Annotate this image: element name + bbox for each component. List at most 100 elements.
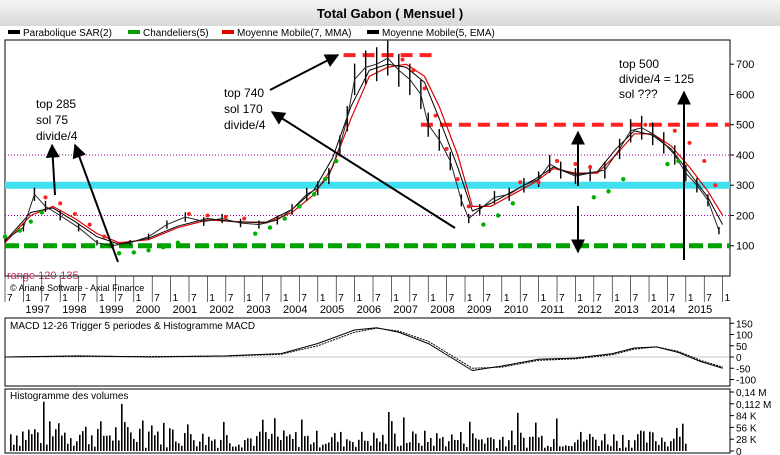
macd-y-tick-label-0: 150 [736, 319, 753, 330]
sar-green-dot-2-6 [334, 158, 339, 164]
volume-bar [265, 432, 267, 451]
volume-bar [61, 435, 63, 451]
range-annotation: range 120-135 [7, 270, 79, 282]
volume-bar [319, 447, 321, 451]
month-label-0: 1 [25, 293, 31, 304]
month-label-7: 7 [117, 293, 123, 304]
volume-bar [28, 429, 30, 451]
sar-red-dot-2-5 [444, 146, 449, 151]
legend-item-ema: Moyenne Mobile(5, EMA) [382, 28, 495, 39]
volume-bar [340, 431, 342, 451]
volume-bar [76, 441, 78, 451]
volume-bar [16, 435, 18, 451]
macd-line [4, 327, 723, 372]
volume-bar [376, 438, 378, 451]
volume-bar [325, 443, 327, 451]
volume-bar [610, 446, 612, 451]
sar-green-dot-2-2 [282, 216, 287, 221]
volume-bar [346, 439, 348, 451]
month-label-38: 1 [725, 293, 731, 304]
volume-bar [574, 442, 576, 451]
volume-bar [358, 439, 360, 451]
macd-y-tick-label-1: 100 [736, 331, 753, 342]
volume-bar [100, 421, 102, 451]
volume-bar [448, 441, 450, 451]
sar-red-dot-4-2 [588, 165, 593, 170]
volume-bar [526, 447, 528, 451]
vol-y-tick-label-0: 0,14 M [736, 388, 767, 399]
arrow-left-diag [72, 143, 119, 263]
volume-bar [10, 434, 12, 451]
vol-y-tick-label-2: 84 K [736, 412, 757, 423]
volume-bar [202, 433, 204, 451]
volume-bar [196, 446, 198, 451]
volume-bar [118, 440, 120, 451]
volume-bar [124, 422, 126, 451]
volume-bar [592, 436, 594, 451]
volume-bar [559, 446, 561, 451]
volume-bar [469, 421, 471, 451]
volume-bar [394, 433, 396, 451]
sar-green-dot-2-0 [253, 231, 258, 236]
sar-red-dot-0-1 [58, 201, 63, 206]
volume-bar [229, 443, 231, 451]
volume-bar [238, 444, 240, 451]
volume-bar [244, 440, 246, 451]
volume-bar [604, 433, 606, 451]
volume-bar [502, 436, 504, 451]
volume-bar [445, 446, 447, 451]
volume-bar [508, 440, 510, 451]
volume-bar [679, 436, 681, 451]
month-label-25: 7 [449, 293, 455, 304]
volume-bar [451, 434, 453, 451]
macd-y-tick-label-2: 50 [736, 342, 748, 353]
volume-bar [643, 431, 645, 451]
volume-bar [568, 445, 570, 451]
volume-bar [328, 442, 330, 451]
volume-bar [349, 440, 351, 451]
volume-bar [388, 412, 390, 451]
volume-bar [580, 431, 582, 451]
volume-bar [322, 444, 324, 451]
volume-bar [337, 441, 339, 451]
volume-bar [199, 441, 201, 451]
volume-bars [10, 401, 687, 451]
volume-bar [505, 446, 507, 451]
month-label-32: 1 [614, 293, 620, 304]
sar-green-dot-0-1 [17, 228, 22, 233]
sar-dots [2, 53, 718, 256]
sar-red-dot-2-1 [400, 57, 405, 62]
sar-green-dot-4-2 [621, 176, 626, 182]
volume-bar [160, 444, 162, 451]
volume-bar [106, 435, 108, 451]
legend-item-sar: Parabolique SAR(2) [23, 28, 112, 39]
volume-bar [616, 440, 618, 451]
year-label-0: 1997 [25, 304, 49, 316]
year-label-5: 2002 [209, 304, 233, 316]
volume-bar [253, 445, 255, 451]
volume-bar [460, 432, 462, 451]
sar-green-dot-1-3 [161, 245, 166, 250]
year-label-17: 2014 [651, 304, 675, 316]
volume-bar [634, 440, 636, 451]
sar-red-dot-5-3 [687, 140, 692, 145]
volume-bar [274, 418, 276, 451]
volume-bar [217, 447, 219, 451]
volume-bar [88, 444, 90, 451]
vol-y-tick-label-4: 28 K [736, 435, 757, 446]
volume-bar [103, 435, 105, 451]
annotation-middle-line-1: top 740 [224, 86, 264, 100]
volume-bar [532, 436, 534, 451]
annotation-middle-line-2: sol 170 [224, 102, 263, 116]
volume-bar [562, 446, 564, 451]
volume-bar [646, 442, 648, 451]
volume-bar [112, 440, 114, 451]
volume-bar [598, 446, 600, 451]
volume-bar [190, 434, 192, 451]
volume-bar [46, 444, 48, 451]
month-label-36: 1 [688, 293, 694, 304]
volume-bar [379, 441, 381, 451]
volume-bar [517, 412, 519, 451]
price-series-lines [4, 40, 724, 249]
volume-bar [208, 436, 210, 451]
